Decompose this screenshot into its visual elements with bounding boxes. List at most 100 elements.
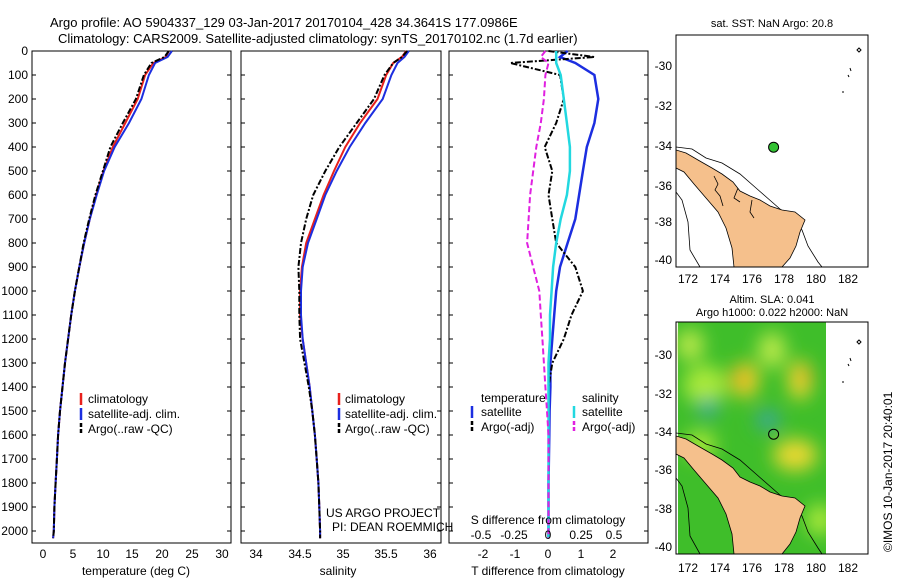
north-island-land-sla xyxy=(676,435,806,554)
depth-tick-label: 400 xyxy=(8,140,28,154)
sst-lat-tick: -34 xyxy=(655,139,673,153)
legend-label-t-satellite: satellite xyxy=(481,405,522,419)
salinity-panel-frame xyxy=(240,50,442,544)
header-line-1: Argo profile: AO 5904337_129 03-Jan-2017… xyxy=(50,15,518,30)
series-line-satellite-adj-clim- xyxy=(52,50,173,539)
s-difference-tick-label: 0 xyxy=(545,528,552,542)
t-difference-tick-label: 0 xyxy=(545,547,552,561)
sla-lat-tick: -30 xyxy=(655,348,673,362)
sst-lon-tick: 172 xyxy=(678,272,698,286)
temperature-panel-frame xyxy=(31,50,232,544)
temperature-tick-label: 10 xyxy=(96,547,110,561)
legend-label-satellite: satellite-adj. clim. xyxy=(88,407,180,421)
sla-lon-tick: 182 xyxy=(838,561,858,575)
depth-tick-label: 200 xyxy=(8,92,28,106)
legend-header-temperature: temperature xyxy=(481,391,546,405)
sst-lat-tick: -32 xyxy=(655,99,673,113)
island-dots xyxy=(842,47,862,93)
depth-tick-label: 900 xyxy=(8,260,28,274)
north-island-land xyxy=(676,149,806,267)
temperature-tick-label: 15 xyxy=(125,547,139,561)
s-difference-tick-label: 0.5 xyxy=(606,528,623,542)
legend-label-s-argo: Argo(-adj) xyxy=(582,420,635,434)
series-line-s-satellite xyxy=(547,51,572,539)
depth-tick-label: 1000 xyxy=(1,284,28,298)
s-difference-tick-label: -0.5 xyxy=(471,528,492,542)
sla-anomaly xyxy=(758,332,786,368)
sla-map-subtitle: Argo h1000: 0.022 h2000: NaN xyxy=(696,307,848,319)
salinity-tick-label: 35.5 xyxy=(374,547,398,561)
sla-field xyxy=(676,322,868,554)
salinity-legend: climatology satellite-adj. clim. Argo(..… xyxy=(337,392,437,436)
copyright-timestamp: ©IMOS 10-Jan-2017 20:40:01 xyxy=(881,391,895,552)
coast-detail xyxy=(713,175,755,219)
depth-tick-label: 100 xyxy=(8,68,28,82)
sst-map-title: sat. SST: NaN Argo: 20.8 xyxy=(711,18,833,30)
depth-tick-label: 600 xyxy=(8,188,28,202)
depth-tick-label: 1300 xyxy=(1,356,28,370)
series-line-climatology xyxy=(299,50,408,539)
sla-shelf-contour xyxy=(676,432,823,554)
sla-no-data-strip xyxy=(826,322,868,554)
temperature-tick-label: 25 xyxy=(185,547,199,561)
sla-anomaly xyxy=(683,365,727,405)
sla-lat-tick: -32 xyxy=(655,387,673,401)
legend-label-satellite: satellite-adj. clim. xyxy=(345,407,437,421)
depth-tick-label: 1100 xyxy=(2,308,28,322)
s-difference-axis-label: S difference from climatology xyxy=(471,513,626,527)
sst-lon-tick: 180 xyxy=(806,272,826,286)
depth-tick-label: 1900 xyxy=(1,500,28,514)
depth-tick-label: 1800 xyxy=(1,476,28,490)
sla-anomaly xyxy=(733,370,747,386)
t-difference-tick-label: 1 xyxy=(578,547,585,561)
depth-tick-marks xyxy=(32,50,648,532)
t-difference-axis-label: T difference from climatology xyxy=(471,564,625,578)
sla-lon-tick: 174 xyxy=(710,561,730,575)
sst-lat-tick: -40 xyxy=(655,253,673,267)
sla-map-title: Altim. SLA: 0.041 xyxy=(730,294,815,306)
difference-profile-lines xyxy=(509,50,600,539)
t-difference-tick-label: 2 xyxy=(610,547,617,561)
argo-position-marker xyxy=(768,428,780,440)
depth-tick-label: 1400 xyxy=(1,380,28,394)
temperature-tick-label: 5 xyxy=(70,547,77,561)
salinity-profile-lines xyxy=(297,50,410,539)
sla-anomaly xyxy=(756,410,780,430)
pi-label: PI: DEAN ROEMMICH xyxy=(332,520,453,534)
depth-tick-label: 1500 xyxy=(1,404,28,418)
sla-anomaly xyxy=(799,368,811,384)
salinity-tick-label: 35 xyxy=(336,547,350,561)
sla-lon-tick: 172 xyxy=(678,561,698,575)
sst-lon-tick: 178 xyxy=(774,272,794,286)
t-difference-tick-label: -2 xyxy=(478,547,489,561)
series-line-s-argo-adj- xyxy=(526,50,550,539)
depth-tick-label: 1600 xyxy=(1,428,28,442)
sla-lon-tick: 178 xyxy=(774,561,794,575)
temperature-axis-label: temperature (deg C) xyxy=(82,564,190,578)
sla-anomaly xyxy=(676,329,704,361)
sla-lat-tick: -40 xyxy=(655,540,673,554)
sla-lat-tick: -36 xyxy=(655,463,673,477)
sla-argo-marker xyxy=(768,428,780,440)
sla-map-frame xyxy=(675,321,869,555)
salinity-tick-label: 36 xyxy=(423,547,437,561)
project-label: US ARGO PROJECT xyxy=(326,506,441,520)
sst-lon-tick: 182 xyxy=(838,272,858,286)
sst-shelf-contour xyxy=(676,146,823,267)
t-difference-tick-label: -1 xyxy=(510,547,521,561)
salinity-tick-label: 34 xyxy=(249,547,263,561)
depth-tick-label: 500 xyxy=(8,164,28,178)
salinity-tick-label: 34.5 xyxy=(288,547,312,561)
sst-lat-tick: -30 xyxy=(655,59,673,73)
depth-tick-label: 2000 xyxy=(1,524,28,538)
depth-tick-label: 700 xyxy=(8,212,28,226)
sla-lat-tick: -38 xyxy=(655,502,673,516)
sla-lon-tick: 180 xyxy=(806,561,826,575)
depth-axis: 0 100 200 300 400 500 600 700 800 900 10… xyxy=(1,44,28,538)
depth-tick-label: 1700 xyxy=(1,452,28,466)
sst-lat-tick: -38 xyxy=(655,215,673,229)
depth-tick-label: 1200 xyxy=(1,332,28,346)
difference-legend: temperature salinity satellite Argo(-adj… xyxy=(470,391,635,434)
series-line-argo-raw-qc- xyxy=(297,50,408,539)
sla-lon-tick: 176 xyxy=(742,561,762,575)
